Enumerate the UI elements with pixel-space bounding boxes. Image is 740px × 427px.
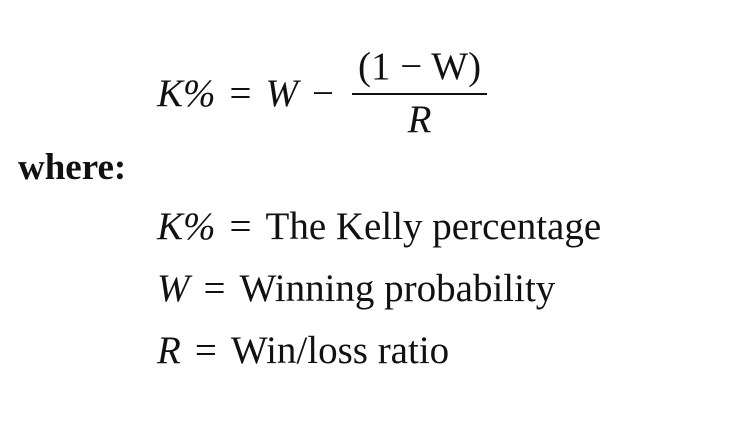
meaning: Win/loss ratio [230,329,450,372]
relation: = [203,267,226,310]
definition: K% = The Kelly percentage [157,204,601,249]
meaning: Winning probability [239,267,556,310]
symbol: R [157,329,181,372]
formula-operator: − [312,71,334,115]
definition: R = Win/loss ratio [157,328,449,373]
fraction: (1 − W) R [352,44,488,142]
formula: K% = W − (1 − W) R [157,44,488,142]
symbol: K% [157,205,216,248]
formula-term: W [265,71,299,115]
denominator: R [407,98,432,141]
where-label: where: [18,147,127,188]
relation: = [229,205,252,248]
symbol: W [157,267,190,310]
formula-relation: = [229,71,252,115]
meaning: The Kelly percentage [265,205,602,248]
definition: W = Winning probability [157,266,555,311]
formula-lhs: K% [157,71,216,115]
numerator: (1 − W) [352,44,488,95]
relation: = [194,329,217,372]
